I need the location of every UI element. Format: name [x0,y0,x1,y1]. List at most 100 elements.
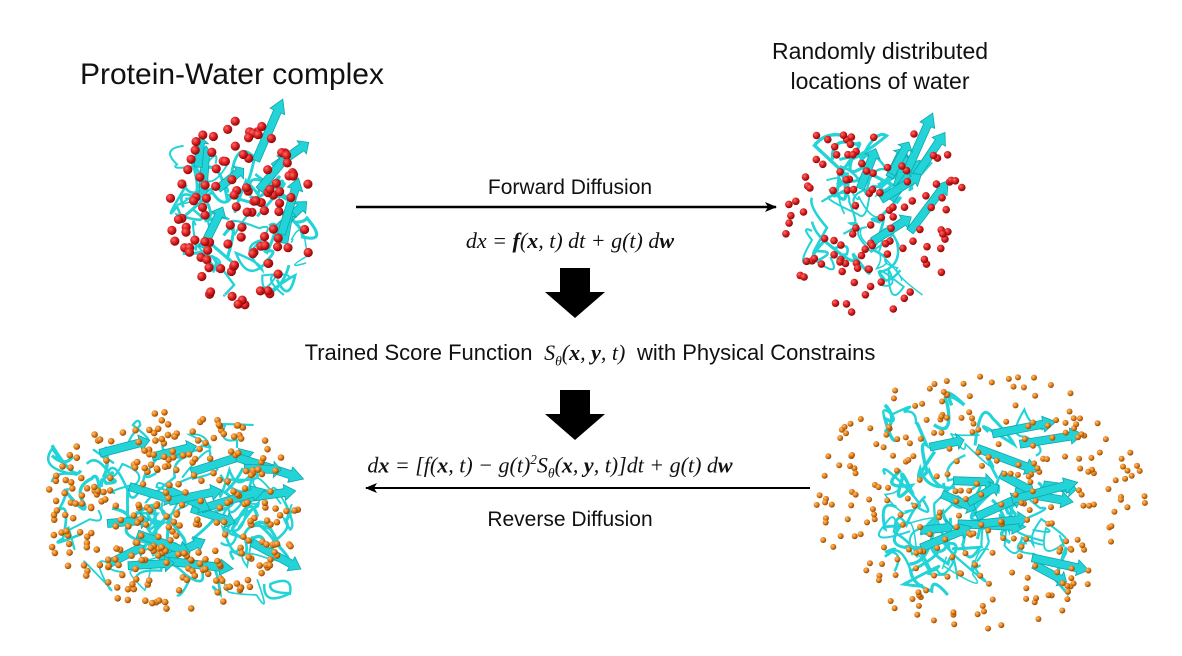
protein-coil [878,268,905,296]
water-molecule [849,452,855,458]
water-molecule [96,436,104,443]
water-molecule [129,581,136,588]
water-molecule [132,575,140,583]
water-molecule [132,565,139,573]
water-molecule [237,584,244,592]
water-molecule [210,469,217,477]
water-molecule [1020,384,1027,391]
water-molecule [155,552,162,559]
water-molecule [876,189,884,197]
water-molecule [953,524,960,531]
water-molecule [198,130,208,140]
water-molecule [943,151,952,159]
water-molecule [282,158,292,168]
water-molecule [1023,585,1030,592]
water-molecule [256,562,264,569]
water-molecule [830,143,839,151]
water-molecule [810,254,819,263]
water-molecule [1073,421,1080,428]
water-molecule [216,264,226,274]
protein-coil [274,208,319,240]
water-molecule [240,533,247,540]
water-molecule [1064,596,1071,603]
water-molecule [61,511,69,519]
water-molecule [1025,473,1032,480]
water-molecule [273,233,283,243]
water-molecule [227,175,237,185]
water-molecule [852,491,859,498]
water-molecule [881,544,887,551]
water-molecule [133,539,141,546]
water-molecule [978,521,985,528]
water-molecule [105,562,113,570]
water-molecule [236,232,246,242]
water-molecule [1090,501,1097,508]
water-molecule [799,208,808,216]
water-molecule [836,168,844,176]
water-molecule [66,451,74,459]
water-molecule [201,193,211,203]
protein-coil [183,189,262,218]
water-molecule [163,513,170,520]
water-molecule [951,177,960,185]
water-molecule [916,225,924,234]
water-molecule [1014,471,1021,478]
water-molecule [1031,460,1037,467]
water-molecule [824,135,832,144]
water-molecule [185,451,193,458]
water-molecule [242,207,252,217]
water-molecule [288,171,298,181]
water-molecule [894,556,901,563]
water-molecule [69,485,76,492]
water-molecule [135,501,142,509]
water-molecule [258,569,265,577]
water-molecule [170,236,180,246]
water-molecule [1134,462,1140,469]
water-molecule [1102,436,1109,443]
water-molecule [230,433,238,440]
water-molecule [191,137,201,147]
water-molecule [900,294,909,303]
water-molecule [173,511,180,518]
water-molecule [82,572,90,579]
water-molecule [932,180,941,188]
water-molecule [52,497,60,505]
protein-water-complex-red [165,98,319,310]
water-molecule [242,467,250,475]
water-molecule [253,130,263,140]
water-molecule [866,560,873,567]
water-molecule [873,441,880,448]
water-molecule [927,203,935,212]
protein-water-complex-title: Protein-Water complex [80,58,384,91]
water-molecule [1048,504,1054,511]
water-molecule [67,464,74,471]
water-molecule [837,435,844,441]
water-molecule [50,516,58,523]
protein-beta-strand [98,434,151,458]
water-molecule [851,201,860,210]
water-molecule [1075,434,1081,441]
water-molecule [1062,419,1069,426]
water-molecule [1068,565,1075,572]
water-molecule [276,512,284,519]
protein-coil [933,391,966,431]
water-molecule [1009,569,1016,576]
water-molecule [137,515,145,523]
water-molecule [48,543,56,551]
water-molecule [202,565,209,573]
water-molecule [822,499,829,506]
protein-beta-strand [127,554,175,573]
water-molecule [852,470,859,477]
water-molecule [91,483,98,491]
water-molecule [214,557,221,565]
water-molecule [969,429,976,435]
water-molecule [198,477,205,485]
water-molecule [864,519,870,526]
water-molecule [930,617,937,624]
water-molecule [917,548,924,555]
water-molecule [271,548,278,556]
water-molecule [936,509,943,516]
water-molecule [926,531,933,538]
water-molecule [906,440,913,447]
water-molecule [186,154,196,164]
